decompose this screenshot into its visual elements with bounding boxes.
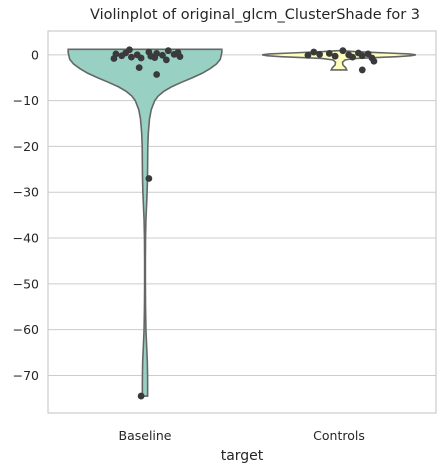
violin-controls — [262, 49, 416, 71]
data-point — [316, 50, 323, 58]
y-tick-label: 0 — [31, 47, 39, 62]
data-point — [159, 51, 166, 59]
data-point — [370, 57, 378, 65]
y-axis-ticks: 0 −10 −20 −30 −40 −50 −60 −70 — [13, 47, 39, 383]
x-tick-label: Controls — [313, 428, 365, 443]
data-point — [331, 52, 339, 60]
y-tick-label: −50 — [13, 276, 39, 291]
data-point — [118, 52, 126, 60]
y-tick-label: −40 — [13, 231, 39, 246]
chart-title: Violinplot of original_glcm_ClusterShade… — [90, 7, 420, 23]
data-point — [358, 52, 366, 60]
data-point — [135, 64, 143, 72]
y-tick-label: −70 — [13, 368, 39, 383]
data-point — [358, 66, 366, 74]
data-point — [128, 53, 135, 61]
data-point — [151, 54, 159, 61]
data-point — [310, 48, 318, 56]
violin-baseline — [67, 48, 223, 397]
data-point — [339, 47, 347, 55]
violins — [67, 48, 416, 397]
y-tick-label: −30 — [13, 185, 39, 200]
data-point — [325, 50, 333, 57]
y-tick-label: −60 — [13, 322, 39, 337]
data-point — [137, 54, 145, 62]
data-point — [349, 53, 356, 61]
y-tick-label: −20 — [13, 139, 39, 154]
x-tick-label: Baseline — [119, 428, 172, 443]
gridlines — [48, 54, 436, 376]
data-point — [164, 47, 172, 55]
y-tick-label: −10 — [13, 93, 39, 108]
data-point — [304, 51, 312, 59]
data-point — [174, 49, 182, 56]
plot-frame — [47, 30, 437, 414]
data-point — [145, 175, 153, 182]
data-point — [137, 392, 145, 400]
data-point — [162, 56, 170, 64]
data-points — [110, 46, 378, 400]
data-point — [110, 55, 118, 62]
x-axis-label: target — [221, 448, 264, 464]
data-point — [153, 71, 161, 78]
x-axis-ticks: Baseline Controls — [119, 428, 365, 443]
